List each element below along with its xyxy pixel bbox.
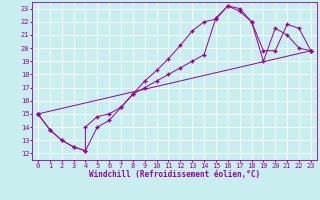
X-axis label: Windchill (Refroidissement éolien,°C): Windchill (Refroidissement éolien,°C) — [89, 170, 260, 179]
